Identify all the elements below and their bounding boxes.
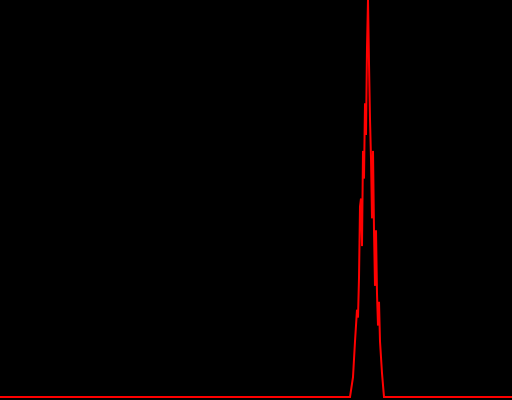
- series-line-0: [0, 0, 512, 398]
- plot-background: [0, 0, 512, 400]
- signal-chart: [0, 0, 512, 400]
- series-layer: [0, 0, 512, 398]
